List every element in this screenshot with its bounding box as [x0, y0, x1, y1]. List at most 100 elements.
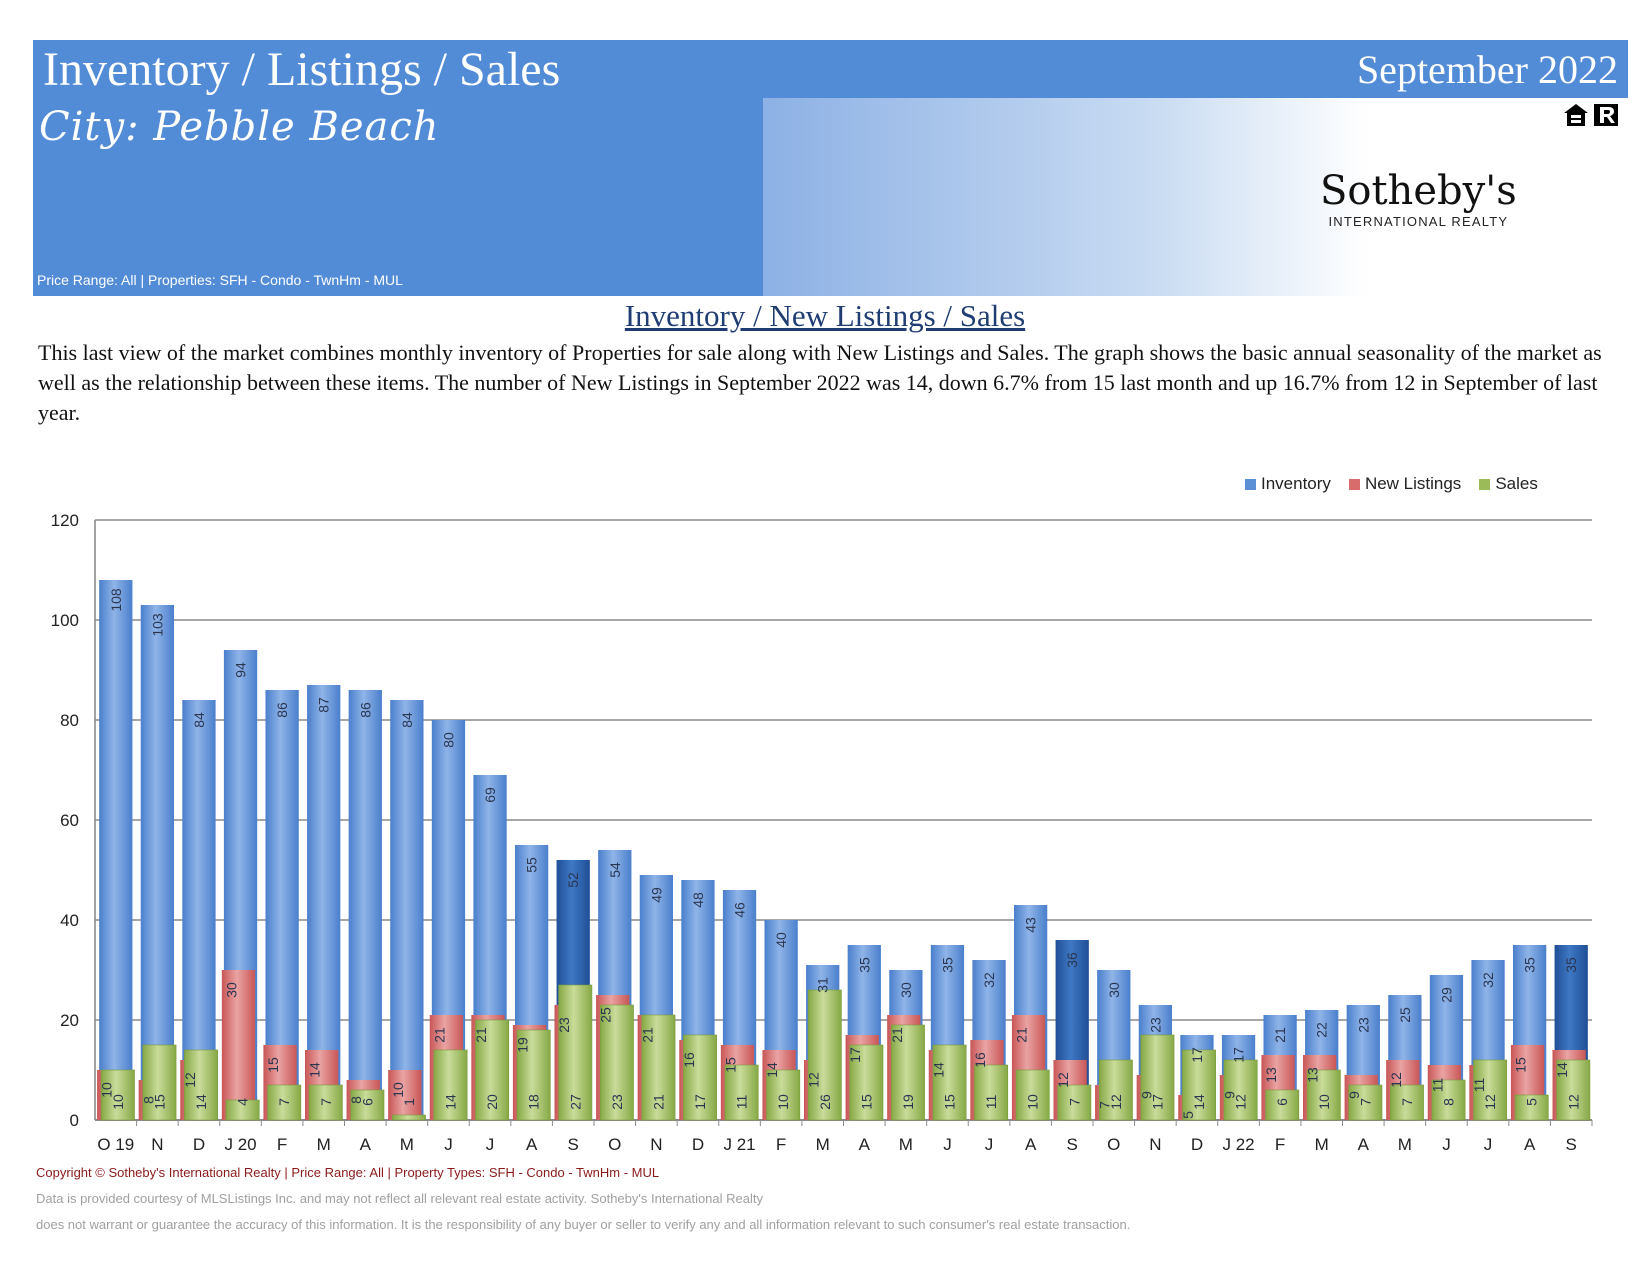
- sales-data-label: 11: [983, 1095, 999, 1110]
- x-tick-label: J: [1484, 1135, 1493, 1154]
- inventory-data-label: 23: [1147, 1017, 1163, 1033]
- new-listings-data-label: 12: [182, 1072, 198, 1088]
- sales-data-label: 7: [1399, 1098, 1415, 1106]
- sales-bar: [932, 1044, 967, 1121]
- y-tick-label: 0: [70, 1111, 79, 1130]
- new-listings-data-label: 19: [515, 1037, 531, 1053]
- x-tick-label: F: [1275, 1135, 1285, 1154]
- equal-housing-icon: [1564, 104, 1588, 126]
- sales-bar: [1182, 1049, 1216, 1121]
- legend-label-new-listings: New Listings: [1364, 474, 1462, 493]
- new-listings-data-label: 30: [223, 982, 239, 998]
- x-tick-label: D: [193, 1135, 205, 1154]
- chart-legend: Inventory New Listings Sales: [1245, 474, 1556, 494]
- sales-data-label: 11: [734, 1095, 750, 1110]
- city-label: City: Pebble Beach: [39, 104, 440, 150]
- new-listings-data-label: 7: [1097, 1101, 1113, 1109]
- new-listings-data-label: 9: [1221, 1091, 1237, 1099]
- new-listings-data-label: 8: [348, 1096, 364, 1104]
- x-tick-label: M: [1398, 1135, 1412, 1154]
- inventory-data-label: 46: [732, 902, 748, 918]
- sales-bar: [1098, 1059, 1133, 1121]
- sales-bar: [1140, 1034, 1175, 1121]
- sales-bar: [475, 1019, 510, 1121]
- sales-bar: [849, 1044, 884, 1121]
- new-listings-bar: [221, 970, 256, 1120]
- sales-data-label: 10: [775, 1094, 791, 1110]
- sales-data-label: 15: [151, 1094, 167, 1110]
- new-listings-data-label: 12: [1055, 1072, 1071, 1088]
- sales-bar: [599, 1004, 634, 1121]
- new-listings-data-label: 15: [265, 1057, 281, 1073]
- sales-bar: [516, 1029, 551, 1121]
- sales-bar: [1265, 1089, 1300, 1121]
- new-listings-data-label: 16: [681, 1052, 697, 1068]
- inventory-data-label: 30: [1106, 982, 1122, 998]
- x-tick-label: N: [1149, 1135, 1161, 1154]
- x-tick-label: D: [1191, 1135, 1203, 1154]
- new-listings-data-label: 9: [1346, 1091, 1362, 1099]
- new-listings-data-label: 10: [99, 1082, 115, 1098]
- sales-bar: [974, 1064, 1009, 1121]
- new-listings-data-label: 17: [847, 1047, 863, 1063]
- sales-data-label: 7: [318, 1098, 334, 1106]
- inventory-data-label: 32: [981, 972, 997, 988]
- x-tick-label: F: [277, 1135, 287, 1154]
- sales-data-label: 7: [276, 1098, 292, 1106]
- inventory-data-label: 55: [524, 857, 540, 873]
- new-listings-data-label: 12: [1388, 1072, 1404, 1088]
- inventory-data-label: 49: [648, 887, 664, 903]
- inventory-data-label: 23: [1355, 1017, 1371, 1033]
- inventory-data-label: 84: [399, 712, 415, 728]
- new-listings-bar: [388, 1070, 422, 1120]
- new-listings-data-label: 8: [140, 1096, 156, 1104]
- header-gradient-band: [763, 98, 1628, 296]
- new-listings-data-label: 16: [972, 1052, 988, 1068]
- x-tick-label: O: [608, 1135, 621, 1154]
- new-listings-data-label: 21: [889, 1027, 905, 1043]
- inventory-data-label: 40: [773, 932, 789, 948]
- inventory-data-label: 87: [316, 697, 332, 713]
- inventory-data-label: 29: [1438, 987, 1454, 1003]
- new-listings-data-label: 21: [473, 1027, 489, 1043]
- sales-bar: [1556, 1059, 1591, 1121]
- report-title: Inventory / Listings / Sales: [43, 43, 561, 96]
- section-title: Inventory / New Listings / Sales: [624, 298, 1026, 333]
- sales-bar: [433, 1049, 468, 1121]
- x-tick-label: J: [985, 1135, 994, 1154]
- sales-data-label: 5: [1524, 1098, 1540, 1106]
- x-tick-label: M: [1315, 1135, 1329, 1154]
- sales-bar: [891, 1024, 925, 1121]
- inventory-data-label: 25: [1397, 1007, 1413, 1023]
- x-tick-label: A: [1524, 1135, 1536, 1154]
- x-tick-label: M: [899, 1135, 913, 1154]
- inventory-data-label: 54: [607, 862, 623, 878]
- sales-data-label: 17: [1149, 1094, 1165, 1110]
- inventory-bar: [99, 580, 133, 1120]
- inventory-data-label: 35: [856, 957, 872, 973]
- legend-swatch-sales: [1479, 478, 1491, 490]
- sales-data-label: 1: [401, 1098, 417, 1106]
- sales-data-label: 10: [1025, 1094, 1041, 1110]
- sales-data-label: 23: [609, 1094, 625, 1110]
- sales-data-label: 17: [692, 1094, 708, 1110]
- sales-bar: [724, 1064, 759, 1121]
- sales-data-label: 8: [1441, 1098, 1457, 1106]
- realtor-icon: [1594, 104, 1618, 126]
- inventory-data-label: 35: [1563, 957, 1579, 973]
- inventory-bar: [390, 700, 424, 1120]
- sales-bar: [766, 1069, 801, 1121]
- sales-bar: [267, 1084, 302, 1121]
- sales-data-label: 6: [359, 1098, 375, 1106]
- new-listings-data-label: 14: [1554, 1062, 1570, 1078]
- inventory-data-label: 108: [108, 588, 124, 612]
- footer-copyright: Copyright © Sotheby's International Real…: [36, 1165, 660, 1180]
- legend-swatch-inventory: [1245, 478, 1256, 490]
- x-tick-label: J 21: [723, 1135, 755, 1154]
- new-listings-data-label: 13: [1263, 1067, 1279, 1083]
- new-listings-data-label: 10: [390, 1082, 406, 1098]
- new-listings-data-label: 14: [930, 1062, 946, 1078]
- sales-bar: [1223, 1059, 1258, 1121]
- sales-bar: [184, 1049, 218, 1121]
- sales-data-label: 14: [193, 1094, 209, 1110]
